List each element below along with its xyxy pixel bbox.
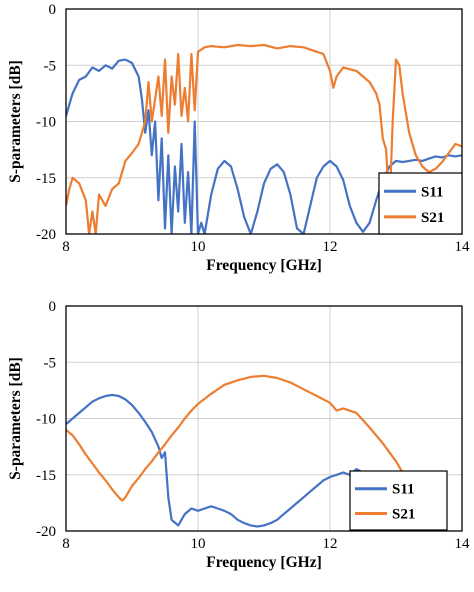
x-tick-label: 14 <box>455 239 471 255</box>
y-axis-title: S-parameters [dB] <box>7 60 24 183</box>
series-line-s21 <box>66 43 462 234</box>
y-tick-label: 0 <box>49 2 57 18</box>
y-tick-label: -15 <box>36 468 56 484</box>
x-axis-title: Frequency [GHz] <box>206 257 322 274</box>
y-tick-label: -5 <box>44 58 57 74</box>
y-tick-label: -10 <box>36 412 56 428</box>
x-tick-label: 10 <box>191 239 206 255</box>
legend-label-s21: S21 <box>421 210 444 226</box>
x-axis-title: Frequency [GHz] <box>206 554 322 571</box>
legend: S11 S21 <box>349 470 448 531</box>
legend: S11 S21 <box>378 172 463 235</box>
y-tick-label: -5 <box>44 355 57 371</box>
x-tick-label: 10 <box>191 536 206 552</box>
chart-top: 8 10 12 14 0 -5 -10 -15 -20 Frequency [GHz] S-para… <box>7 2 470 274</box>
plot-frame <box>65 8 463 235</box>
legend-label-s11: S11 <box>421 184 444 200</box>
series-line-s21 <box>66 374 414 502</box>
x-tick-label: 12 <box>323 536 338 552</box>
y-tick-label: -20 <box>36 227 56 243</box>
legend-label-s21: S21 <box>392 506 415 522</box>
x-tick-label: 14 <box>455 536 471 552</box>
plot-frame <box>65 305 463 532</box>
y-tick-label: -15 <box>36 171 56 187</box>
x-tick-label: 8 <box>62 239 70 255</box>
y-tick-label: -20 <box>36 524 56 540</box>
x-tick-label: 12 <box>323 239 338 255</box>
series-line-s11 <box>66 393 390 528</box>
y-axis-title: S-parameters [dB] <box>7 357 24 480</box>
y-tick-label: -10 <box>36 115 56 131</box>
legend-label-s11: S11 <box>392 482 415 498</box>
chart-bottom: 8 10 12 14 0 -5 -10 -15 -20 Frequency [GHz] S-para… <box>7 299 470 571</box>
y-tick-label: 0 <box>49 299 57 315</box>
x-tick-label: 8 <box>62 536 70 552</box>
